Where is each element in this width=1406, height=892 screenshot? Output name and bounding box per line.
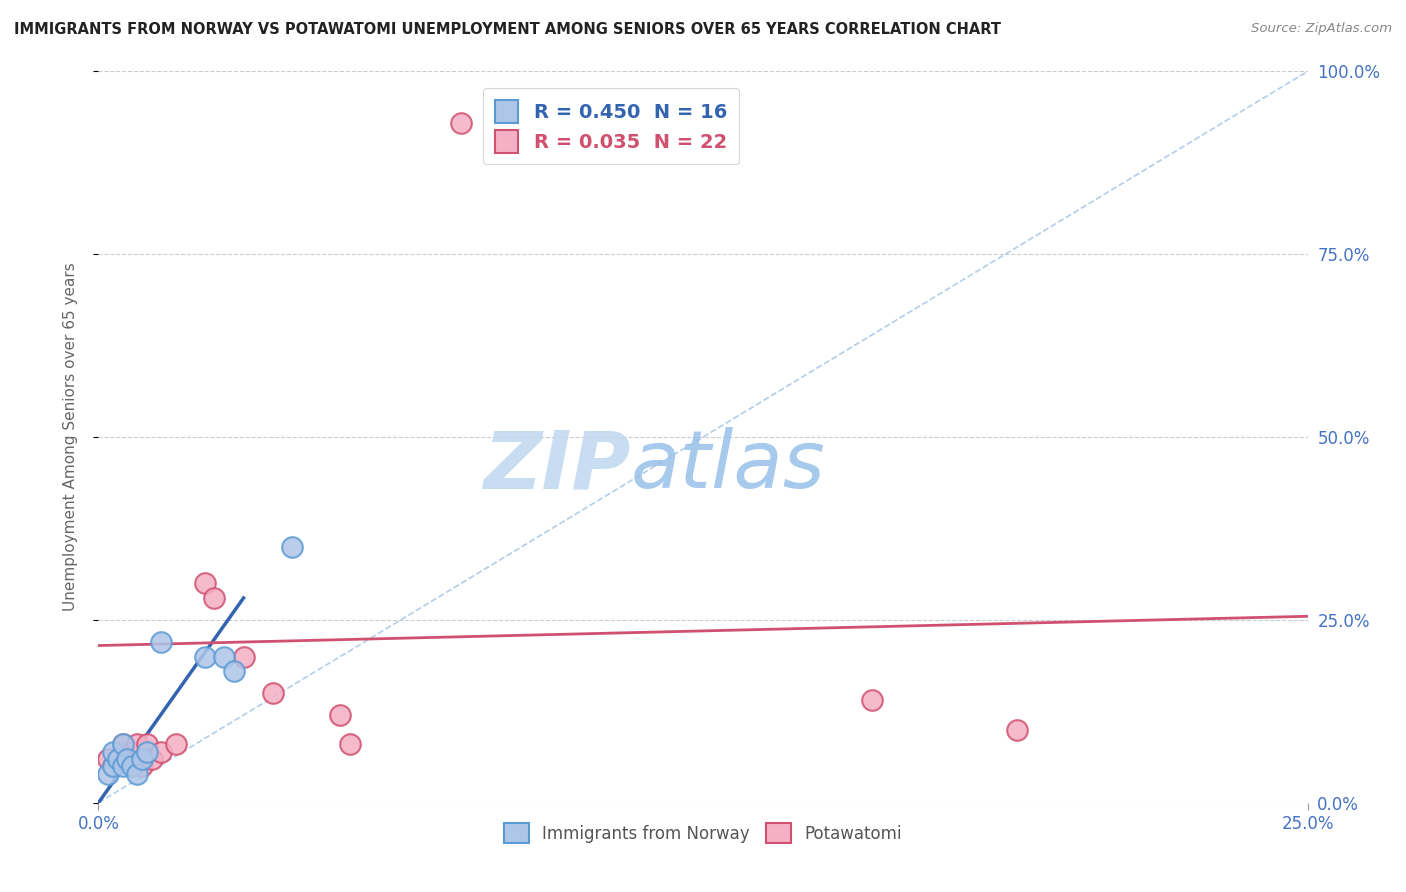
Point <box>222 664 245 678</box>
Point <box>101 745 124 759</box>
Point <box>232 649 254 664</box>
Point <box>121 759 143 773</box>
Point <box>135 745 157 759</box>
Point <box>135 737 157 751</box>
Y-axis label: Unemployment Among Seniors over 65 years: Unemployment Among Seniors over 65 years <box>63 263 77 611</box>
Point <box>117 752 139 766</box>
Legend: Immigrants from Norway, Potawatomi: Immigrants from Norway, Potawatomi <box>498 817 908 849</box>
Point <box>339 737 361 751</box>
Point <box>281 540 304 554</box>
Point <box>111 737 134 751</box>
Point <box>150 635 173 649</box>
Point <box>131 752 153 766</box>
Point <box>111 737 134 751</box>
Point <box>101 759 124 773</box>
Point <box>107 752 129 766</box>
Point <box>97 752 120 766</box>
Point <box>111 759 134 773</box>
Text: atlas: atlas <box>630 427 825 506</box>
Point <box>150 745 173 759</box>
Point <box>131 759 153 773</box>
Point <box>107 752 129 766</box>
Point <box>194 576 217 591</box>
Point <box>165 737 187 751</box>
Text: ZIP: ZIP <box>484 427 630 506</box>
Point <box>121 745 143 759</box>
Point <box>194 649 217 664</box>
Point <box>141 752 163 766</box>
Text: Source: ZipAtlas.com: Source: ZipAtlas.com <box>1251 22 1392 36</box>
Point <box>127 766 149 780</box>
Point <box>860 693 883 707</box>
Point <box>97 766 120 780</box>
Point <box>450 115 472 129</box>
Point <box>117 752 139 766</box>
Point <box>212 649 235 664</box>
Point <box>111 745 134 759</box>
Point <box>329 708 352 723</box>
Point <box>101 759 124 773</box>
Point <box>127 737 149 751</box>
Point <box>204 591 226 605</box>
Point <box>1007 723 1029 737</box>
Text: IMMIGRANTS FROM NORWAY VS POTAWATOMI UNEMPLOYMENT AMONG SENIORS OVER 65 YEARS CO: IMMIGRANTS FROM NORWAY VS POTAWATOMI UNE… <box>14 22 1001 37</box>
Point <box>262 686 284 700</box>
